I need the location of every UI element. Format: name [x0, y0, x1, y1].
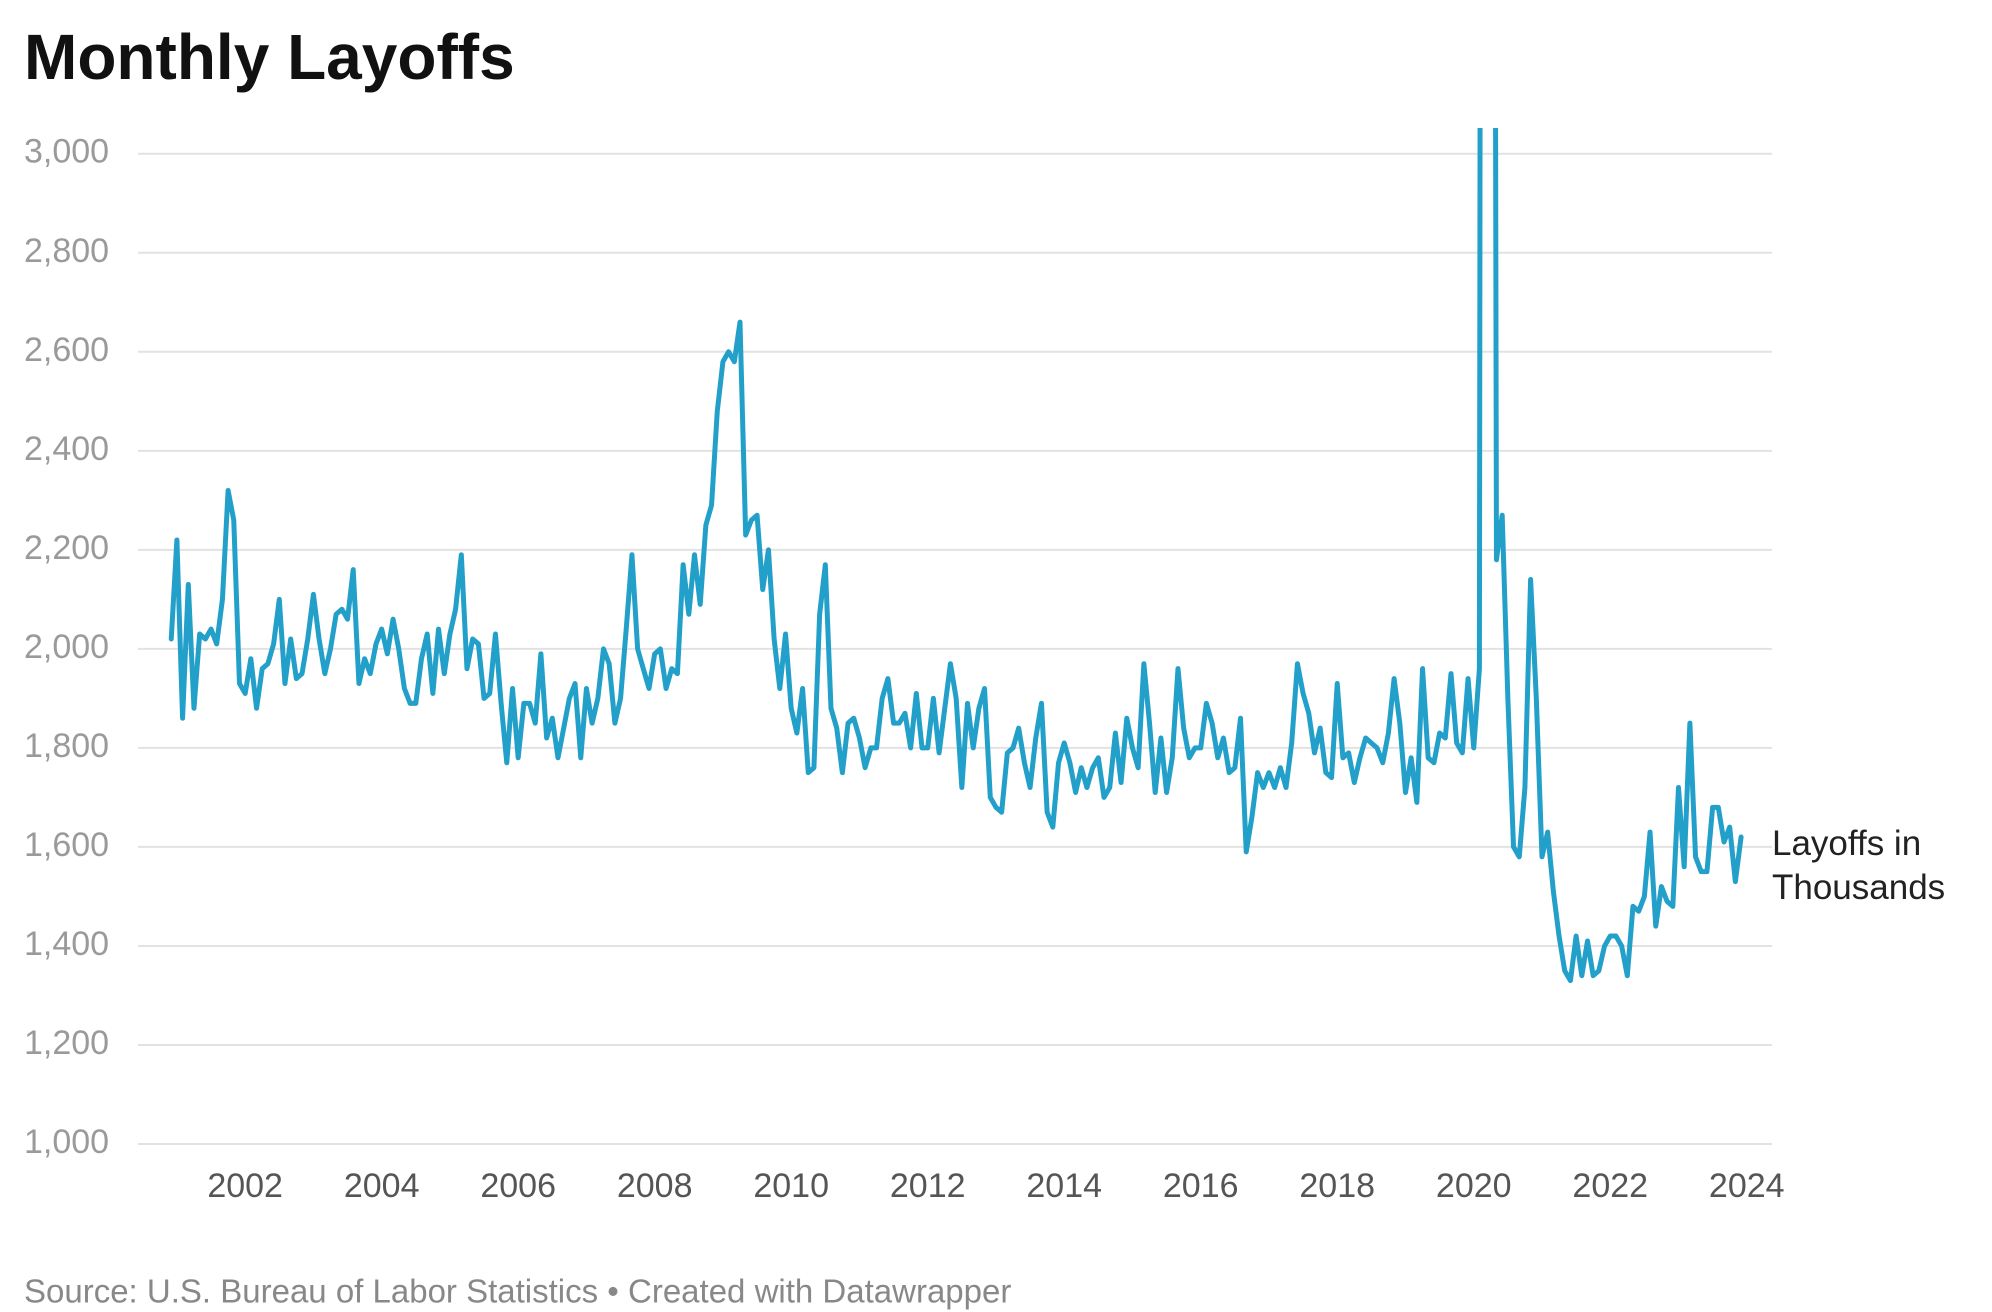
x-tick-label: 2024	[1709, 1167, 1785, 1205]
y-tick-label: 2,200	[24, 529, 109, 567]
chart-title: Monthly Layoffs	[24, 21, 515, 93]
x-tick-label: 2020	[1436, 1167, 1512, 1205]
source-note: Source: U.S. Bureau of Labor Statistics …	[24, 1273, 1011, 1310]
plot-area	[168, 128, 1744, 984]
x-tick-label: 2012	[890, 1167, 966, 1205]
x-tick-label: 2006	[480, 1167, 556, 1205]
x-tick-label: 2018	[1299, 1167, 1375, 1205]
y-tick-label: 2,000	[24, 628, 109, 666]
y-tick-label: 1,600	[24, 826, 109, 864]
y-tick-label: 1,200	[24, 1024, 109, 1062]
x-tick-label: 2010	[753, 1167, 829, 1205]
y-tick-label: 2,800	[24, 232, 109, 270]
x-tick-label: 2004	[344, 1167, 420, 1205]
x-tick-label: 2002	[207, 1167, 283, 1205]
y-tick-label: 2,400	[24, 430, 109, 468]
y-tick-label: 1,400	[24, 925, 109, 963]
grid	[138, 152, 1772, 1145]
data-line	[168, 128, 1744, 984]
x-tick-label: 2008	[617, 1167, 693, 1205]
series-label: Layoffs in Thousands	[1772, 824, 1946, 907]
y-tick-label: 2,600	[24, 331, 109, 369]
x-tick-label: 2022	[1572, 1167, 1648, 1205]
x-tick-label: 2014	[1026, 1167, 1102, 1205]
y-tick-label: 3,000	[24, 133, 109, 171]
y-tick-label: 1,800	[24, 727, 109, 765]
y-tick-label: 1,000	[24, 1123, 109, 1161]
x-tick-label: 2016	[1163, 1167, 1239, 1205]
